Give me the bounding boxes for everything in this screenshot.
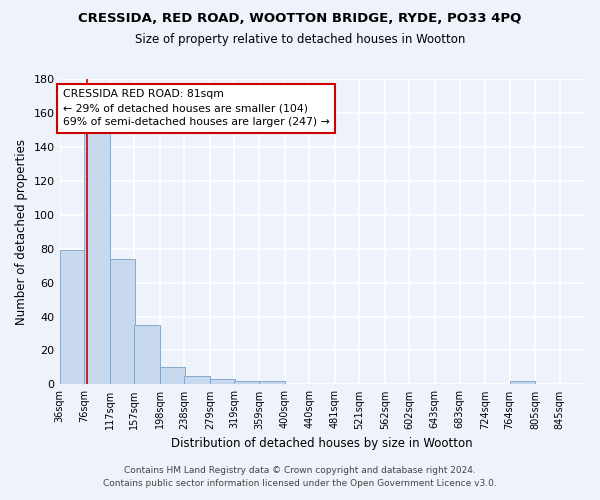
Text: CRESSIDA RED ROAD: 81sqm
← 29% of detached houses are smaller (104)
69% of semi-: CRESSIDA RED ROAD: 81sqm ← 29% of detach… (62, 89, 329, 127)
Bar (509, 381, 535, 384)
Bar (160, 368, 185, 384)
X-axis label: Distribution of detached houses by size in Wootton: Distribution of detached houses by size … (172, 437, 473, 450)
Bar (210, 380, 235, 384)
Bar (110, 259, 135, 384)
Bar (59, 250, 85, 384)
Text: Contains HM Land Registry data © Crown copyright and database right 2024.
Contai: Contains HM Land Registry data © Crown c… (103, 466, 497, 487)
Text: Size of property relative to detached houses in Wootton: Size of property relative to detached ho… (135, 32, 465, 46)
Y-axis label: Number of detached properties: Number of detached properties (15, 138, 28, 324)
Bar (84, 126, 110, 384)
Bar (259, 381, 284, 384)
Bar (134, 325, 160, 384)
Text: CRESSIDA, RED ROAD, WOOTTON BRIDGE, RYDE, PO33 4PQ: CRESSIDA, RED ROAD, WOOTTON BRIDGE, RYDE… (79, 12, 521, 26)
Bar (184, 376, 210, 384)
Bar (235, 381, 260, 384)
